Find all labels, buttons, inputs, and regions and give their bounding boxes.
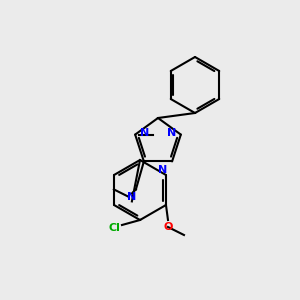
Text: N: N xyxy=(167,128,176,138)
Text: N: N xyxy=(127,192,136,203)
Text: N: N xyxy=(140,128,149,138)
Text: Cl: Cl xyxy=(108,223,120,233)
Text: N: N xyxy=(158,165,167,176)
Text: O: O xyxy=(163,222,173,232)
